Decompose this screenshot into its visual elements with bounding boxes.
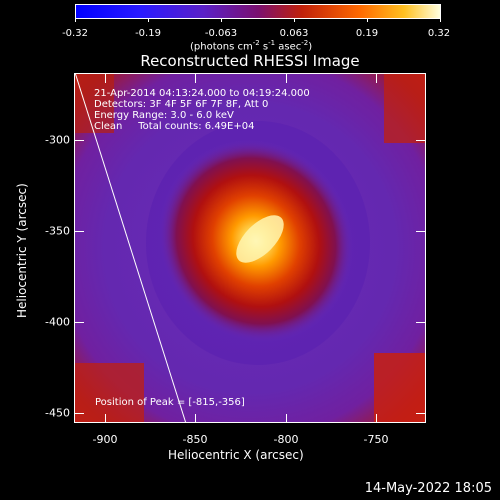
info-clean-counts: Clean Total counts: 6.49E+04 — [94, 121, 255, 132]
y-axis-label: Heliocentric Y (arcsec) — [15, 183, 29, 318]
colorbar-units: (photons cm-2 s-1 asec-2) — [190, 39, 313, 53]
colorbar-tick-label: 0.32 — [427, 28, 451, 39]
colorbar-tick-label: 0.063 — [279, 28, 309, 39]
corner-glow — [384, 73, 426, 143]
y-tick-label: -350 — [45, 224, 70, 238]
colorbar-gradient — [75, 4, 441, 19]
corner-glow — [374, 353, 426, 423]
info-energy-range: Energy Range: 3.0 - 6.0 keV — [94, 110, 234, 121]
colorbar-tick-label: -0.32 — [62, 28, 88, 39]
solar-image — [74, 73, 426, 423]
x-tick-label: -900 — [92, 433, 118, 446]
plot-title: Reconstructed RHESSI Image — [140, 52, 360, 70]
x-ticks — [105, 74, 377, 423]
colorbar-ticks — [75, 19, 441, 22]
colorbar-tick-label: 0.19 — [355, 28, 379, 39]
x-axis-label: Heliocentric X (arcsec) — [168, 448, 304, 462]
peak-position-label: Position of Peak = [-815,-356] — [95, 397, 245, 408]
source-core — [236, 215, 284, 263]
corner-glow — [74, 73, 114, 133]
corner-glow — [74, 363, 144, 423]
colorbar-tick-label: -0.063 — [204, 28, 238, 39]
y-tick-label: -450 — [45, 406, 70, 420]
info-detectors: Detectors: 3F 4F 5F 6F 7F 8F, Att 0 — [94, 99, 269, 110]
footer-timestamp: 14-May-2022 18:05 — [364, 481, 492, 496]
y-ticks — [75, 140, 425, 414]
colorbar — [75, 4, 441, 22]
colorbar-tick-label: -0.19 — [135, 28, 161, 39]
y-tick-label: -300 — [45, 133, 70, 147]
y-tick-label: -400 — [45, 315, 70, 329]
plot-frame — [74, 73, 426, 423]
solar-limb — [74, 73, 187, 423]
x-tick-label: -850 — [182, 433, 208, 446]
x-tick-label: -750 — [363, 433, 389, 446]
info-time-range: 21-Apr-2014 04:13:24.000 to 04:19:24.000 — [94, 88, 310, 99]
x-tick-label: -800 — [273, 433, 299, 446]
